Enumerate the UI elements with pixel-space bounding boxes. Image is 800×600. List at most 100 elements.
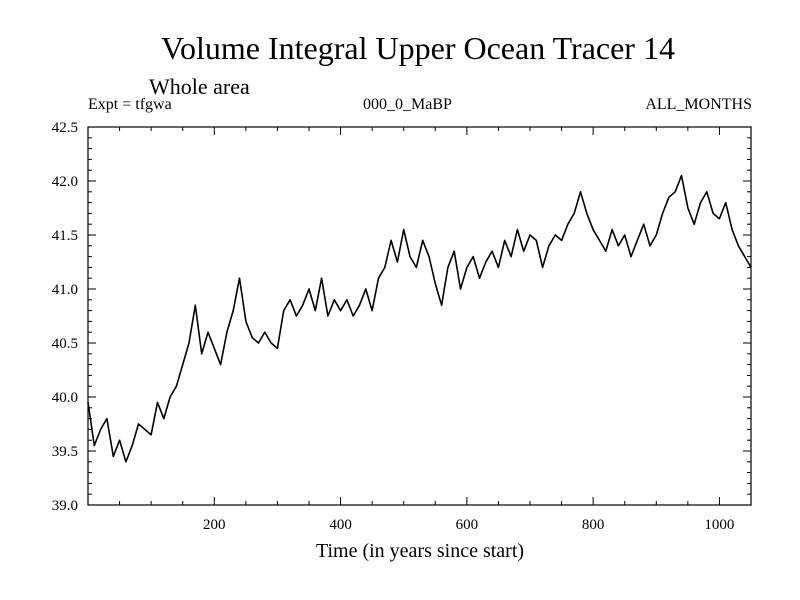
- data-point: [409, 256, 411, 258]
- data-point: [333, 299, 335, 301]
- data-point: [573, 212, 575, 214]
- data-point: [238, 277, 241, 279]
- data-point: [144, 428, 146, 430]
- y-tick-label: 39.0: [52, 498, 78, 514]
- data-point: [643, 223, 645, 225]
- data-point: [718, 218, 721, 220]
- data-point: [699, 202, 702, 204]
- data-point: [447, 266, 449, 268]
- data-point: [598, 239, 601, 241]
- data-point: [137, 423, 140, 425]
- data-point: [358, 304, 361, 306]
- experiment-label: Expt = tfgwa: [88, 96, 172, 113]
- data-point: [327, 315, 329, 317]
- data-point: [384, 266, 386, 268]
- data-point: [693, 223, 695, 225]
- data-point: [434, 283, 436, 285]
- data-point: [245, 320, 247, 322]
- data-point: [175, 385, 177, 387]
- data-point: [182, 364, 184, 366]
- data-point: [472, 256, 474, 258]
- data-point: [283, 310, 285, 312]
- data-point: [687, 207, 689, 209]
- data-point: [617, 245, 620, 247]
- months-label: ALL_MONTHS: [645, 96, 752, 113]
- x-tick-label: 200: [203, 517, 226, 533]
- data-point: [264, 331, 266, 333]
- data-point: [586, 212, 588, 214]
- data-point: [106, 418, 108, 420]
- data-point: [731, 229, 733, 231]
- data-point: [346, 299, 348, 301]
- data-point: [662, 212, 664, 214]
- data-point: [150, 434, 152, 436]
- data-point: [131, 445, 133, 447]
- data-point: [119, 439, 121, 441]
- data-point: [302, 304, 304, 306]
- data-point: [655, 234, 657, 236]
- y-tick-label: 40.5: [52, 336, 78, 352]
- data-point: [668, 196, 670, 198]
- data-point: [529, 234, 531, 236]
- plot-frame: [87, 126, 752, 506]
- data-point: [201, 353, 203, 355]
- data-point: [674, 191, 676, 193]
- data-point: [744, 256, 746, 258]
- data-point: [466, 266, 468, 268]
- data-point: [491, 250, 493, 252]
- data-point: [624, 234, 626, 236]
- data-point: [605, 250, 607, 252]
- data-point: [188, 342, 190, 344]
- data-point: [548, 245, 550, 247]
- chart-title: Volume Integral Upper Ocean Tracer 14: [161, 30, 675, 66]
- data-point: [207, 331, 209, 333]
- data-point: [365, 288, 367, 290]
- data-point: [194, 304, 196, 306]
- data-point: [485, 261, 487, 263]
- data-point: [737, 245, 740, 247]
- data-point: [270, 342, 272, 344]
- chart-subtitle: Whole area: [149, 74, 250, 99]
- data-point: [712, 212, 714, 214]
- data-point: [314, 310, 316, 312]
- data-point: [308, 288, 310, 290]
- data-point: [567, 223, 569, 225]
- data-point: [542, 266, 544, 268]
- data-point: [213, 347, 215, 349]
- x-tick-label: 800: [582, 517, 605, 533]
- series-tracer-14: [87, 174, 752, 463]
- data-point: [226, 331, 228, 333]
- y-tick-label: 39.5: [52, 444, 78, 460]
- data-point: [156, 401, 159, 403]
- data-point: [592, 229, 594, 231]
- data-point: [579, 191, 582, 193]
- data-point: [169, 396, 171, 398]
- data-point: [428, 256, 430, 258]
- data-point: [220, 364, 222, 366]
- data-point: [630, 256, 632, 258]
- data-point: [415, 266, 417, 268]
- data-point: [396, 261, 398, 263]
- data-point: [636, 239, 638, 241]
- axis-labels: 200 400 600 800 1000 39.0 39.5 40.0 40.5 41.0 41.5…: [52, 120, 735, 533]
- data-point: [371, 310, 373, 312]
- data-point: [321, 277, 323, 279]
- data-point: [510, 256, 512, 258]
- data-point: [125, 461, 127, 463]
- x-axis-title: Time (in years since start): [316, 540, 524, 562]
- y-tick-label: 42.0: [52, 174, 78, 190]
- data-point: [403, 229, 405, 231]
- y-tick-label: 40.0: [52, 390, 78, 406]
- data-point: [295, 315, 297, 317]
- data-point: [422, 239, 424, 241]
- data-point: [725, 202, 727, 204]
- data-point: [251, 337, 253, 339]
- data-point: [649, 245, 651, 247]
- data-point: [516, 229, 519, 231]
- axis-ticks: [88, 127, 751, 505]
- data-point: [93, 445, 95, 447]
- x-tick-label: 400: [329, 517, 352, 533]
- data-point: [459, 288, 462, 290]
- data-point: [478, 277, 481, 279]
